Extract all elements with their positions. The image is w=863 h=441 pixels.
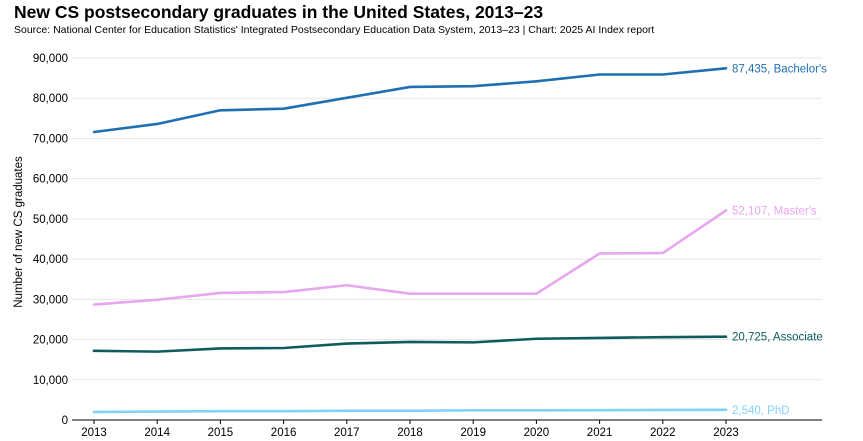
series-end-labels: 87,435, Bachelor's 52,107, Master's 20,725… (732, 63, 827, 416)
x-tick-label: 2018 (397, 427, 423, 439)
y-tick-label: 10,000 (33, 375, 68, 387)
y-tick-label: 0 (62, 415, 68, 427)
x-tick-label: 2014 (144, 427, 170, 439)
series-line-masters (92, 209, 728, 306)
end-label-bachelors: 87,435, Bachelor's (732, 63, 827, 75)
x-tick-label: 2022 (650, 427, 676, 439)
x-axis-ticks: 2013 2014 2015 2016 2017 2018 2019 2020 2021 2022… (81, 420, 739, 439)
x-tick-label: 2023 (713, 427, 739, 439)
x-tick-label: 2017 (334, 427, 360, 439)
chart-subtitle: Source: National Center for Education St… (14, 24, 655, 36)
x-tick-label: 2021 (587, 427, 613, 439)
y-tick-label: 20,000 (33, 335, 68, 347)
series-lines (92, 67, 728, 414)
series-line-associate (92, 335, 728, 353)
y-tick-label: 90,000 (33, 53, 68, 65)
x-tick-label: 2019 (460, 427, 486, 439)
y-tick-label: 30,000 (33, 294, 68, 306)
end-label-phd: 2,540, PhD (732, 405, 790, 417)
chart-title: New CS postsecondary graduates in the Un… (14, 2, 544, 22)
y-axis-ticks: 0 10,000 20,000 30,000 40,000 50,000 60,000 70,… (33, 53, 68, 427)
y-tick-label: 40,000 (33, 254, 68, 266)
y-tick-label: 70,000 (33, 133, 68, 145)
y-tick-label: 80,000 (33, 93, 68, 105)
x-tick-label: 2020 (524, 427, 550, 439)
end-label-associate: 20,725, Associate (732, 332, 823, 344)
x-tick-label: 2015 (208, 427, 234, 439)
y-axis-label: Number of new CS graduates (13, 156, 25, 308)
gridlines (72, 57, 822, 421)
x-tick-label: 2016 (271, 427, 297, 439)
end-label-masters: 52,107, Master's (732, 205, 817, 217)
y-tick-label: 60,000 (33, 174, 68, 186)
y-tick-label: 50,000 (33, 214, 68, 226)
series-line-phd (92, 408, 728, 414)
x-tick-label: 2013 (81, 427, 107, 439)
series-line-bachelors (92, 67, 728, 134)
